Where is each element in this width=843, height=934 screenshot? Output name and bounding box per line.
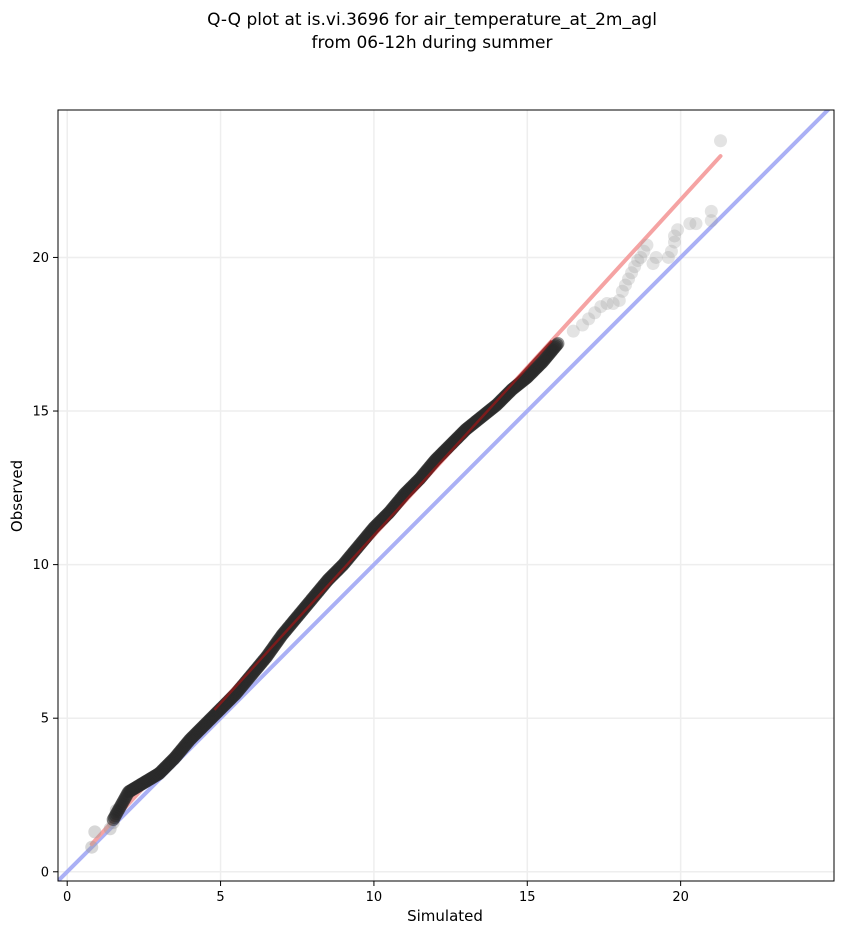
chart-title-line-1: Q-Q plot at is.vi.3696 for air_temperatu…	[207, 10, 657, 30]
data-point	[637, 244, 651, 258]
data-point	[588, 306, 602, 320]
x-tick-label: 10	[366, 890, 383, 905]
data-point	[612, 293, 626, 307]
data-point	[615, 284, 629, 298]
x-tick-label: 0	[63, 890, 71, 905]
data-point	[575, 318, 589, 332]
data-point	[551, 336, 565, 350]
data-point	[600, 297, 614, 311]
data-point	[85, 840, 99, 854]
data-point	[704, 204, 718, 218]
data-point	[566, 324, 580, 338]
data-point	[640, 238, 654, 252]
chart-title-line-2: from 06-12h during summer	[312, 33, 553, 53]
data-point	[689, 217, 703, 231]
grid-lines	[58, 110, 834, 881]
data-point	[606, 297, 620, 311]
x-axis-label: Simulated	[407, 907, 483, 925]
data-point	[649, 250, 663, 264]
data-point	[625, 266, 639, 280]
data-point	[618, 278, 632, 292]
x-tick-label: 20	[672, 890, 689, 905]
plot-frame	[57, 109, 835, 882]
data-point	[621, 272, 635, 286]
y-tick-label: 5	[41, 712, 49, 727]
data-point	[88, 825, 102, 839]
x-tick-label: 5	[216, 890, 224, 905]
data-point	[683, 217, 697, 231]
y-tick-label: 20	[32, 251, 49, 266]
y-axis-label: Observed	[8, 460, 26, 532]
data-point	[704, 214, 718, 228]
data-point	[631, 254, 645, 268]
data-point	[671, 223, 685, 237]
data-point	[668, 229, 682, 243]
data-point	[646, 257, 660, 271]
data-point	[582, 312, 596, 326]
y-tick-label: 15	[32, 405, 49, 420]
data-point	[714, 134, 728, 148]
plot-area	[58, 110, 831, 881]
data-point	[594, 300, 608, 314]
y-tick-label: 10	[32, 558, 49, 573]
data-point	[628, 260, 642, 274]
data-point	[634, 250, 648, 264]
fit-line-core	[213, 339, 553, 711]
data-point	[661, 250, 675, 264]
axis-ticks: 0 5 10 15 20 0 5 10 15 20	[32, 251, 688, 905]
data-point	[668, 235, 682, 249]
y-tick-label: 0	[41, 865, 49, 880]
data-point	[664, 244, 678, 258]
x-tick-label: 15	[519, 890, 536, 905]
